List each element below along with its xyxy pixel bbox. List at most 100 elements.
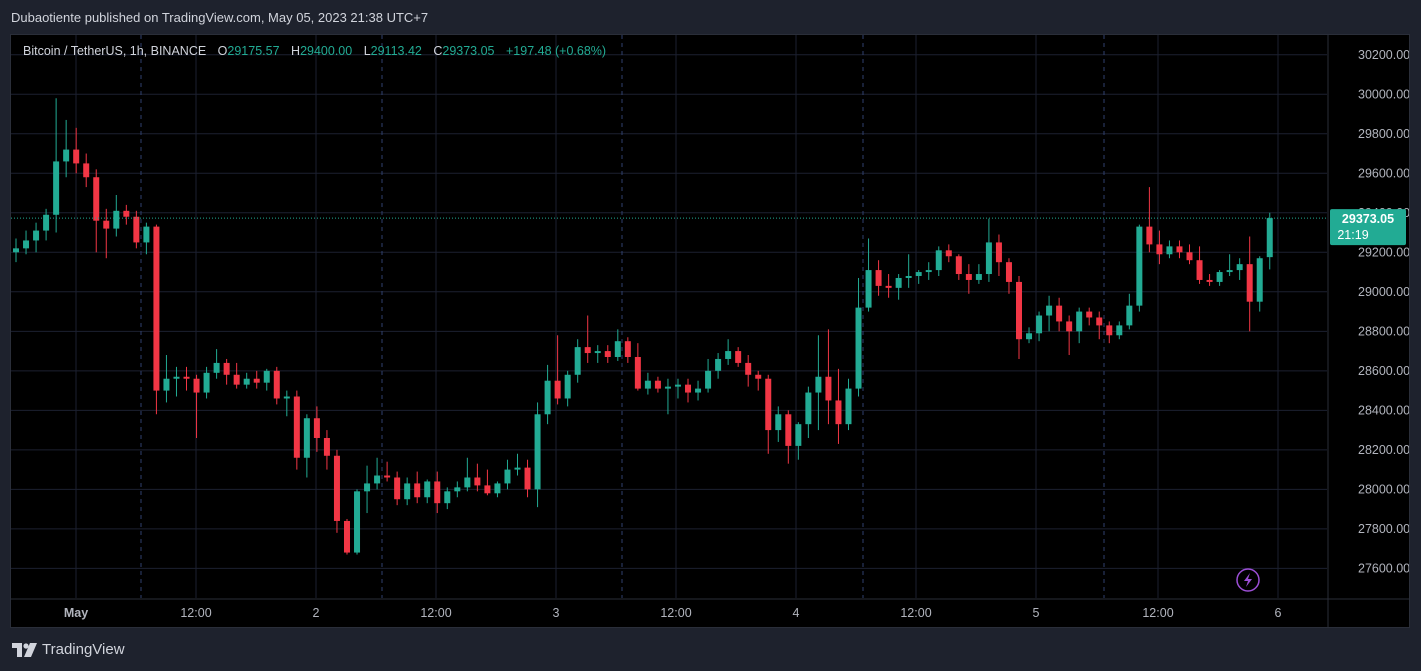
candle-down	[313, 418, 320, 438]
candle-down	[384, 475, 391, 478]
candle-up	[374, 475, 381, 484]
candle-up	[63, 149, 70, 162]
candle-down	[825, 376, 832, 401]
candle-up	[364, 483, 371, 492]
candle-up	[143, 226, 150, 243]
candle-down	[414, 483, 421, 498]
y-tick-label: 28400.00	[1358, 403, 1409, 417]
candle-up	[504, 469, 511, 484]
candle-up	[544, 380, 551, 415]
candle-down	[153, 226, 160, 391]
x-tick-label: 12:00	[660, 606, 691, 620]
candle-up	[454, 487, 461, 492]
candle-down	[755, 374, 762, 379]
candle-down	[1156, 244, 1163, 255]
candle-up	[494, 483, 501, 494]
tradingview-logo-icon	[12, 642, 37, 657]
countdown-timer: 21:19	[1337, 228, 1368, 242]
candle-up	[1036, 315, 1043, 334]
candle-up	[43, 214, 50, 231]
candle-up	[574, 347, 581, 375]
lightning-icon[interactable]	[1236, 568, 1260, 592]
candlestick-chart[interactable]: 30200.00 30000.00 29800.00 29600.00 29400.00…	[11, 35, 1409, 627]
candle-up	[424, 481, 431, 498]
candle-up	[664, 386, 671, 389]
candle-down	[1106, 325, 1113, 336]
candle-down	[875, 270, 882, 286]
candle-down	[685, 384, 692, 393]
candle-up	[33, 230, 40, 241]
candle-down	[1005, 262, 1012, 282]
candle-up	[1046, 305, 1053, 316]
y-tick-label: 29200.00	[1358, 245, 1409, 259]
y-tick-label: 28200.00	[1358, 443, 1409, 457]
x-tick-label: 2	[313, 606, 320, 620]
candle-up	[644, 380, 651, 389]
candle-up	[695, 388, 702, 393]
symbol-name[interactable]: Bitcoin / TetherUS, 1h, BINANCE	[23, 44, 207, 58]
candle-up	[283, 396, 290, 399]
candle-up	[564, 374, 571, 399]
candle-up	[23, 240, 30, 249]
candle-up	[1266, 218, 1273, 258]
candle-up	[1116, 325, 1123, 336]
candle-down	[223, 362, 230, 375]
x-tick-label: 12:00	[1142, 606, 1173, 620]
candle-down	[1176, 246, 1183, 253]
candle-down	[624, 341, 631, 357]
candle-up	[1126, 305, 1133, 326]
last-price-badge	[1330, 209, 1406, 246]
high-label: H	[291, 44, 301, 58]
candle-down	[343, 520, 350, 553]
candle-down	[83, 163, 90, 178]
candle-up	[444, 491, 451, 504]
close-label: C	[433, 44, 443, 58]
low-value: 29113.42	[370, 44, 422, 58]
footer: TradingView	[0, 628, 1421, 671]
candle-down	[253, 378, 260, 383]
candle-up	[1076, 311, 1083, 332]
candle-up	[845, 388, 852, 425]
y-tick-label: 28800.00	[1358, 324, 1409, 338]
y-tick-label: 27600.00	[1358, 561, 1409, 575]
x-tick-label: 12:00	[900, 606, 931, 620]
candle-down	[524, 467, 531, 490]
candle-down	[1056, 305, 1063, 322]
candle-up	[865, 270, 872, 308]
x-tick-label: 5	[1033, 606, 1040, 620]
candle-up	[203, 372, 210, 393]
candle-up	[53, 161, 60, 215]
candle-down	[634, 356, 641, 389]
candle-up	[975, 274, 982, 280]
candle-up	[594, 351, 601, 354]
candle-up	[795, 424, 802, 446]
candle-down	[745, 362, 752, 375]
candle-up	[895, 277, 902, 288]
candle-up	[915, 272, 922, 277]
candle-down	[1016, 281, 1022, 340]
candle-up	[815, 376, 822, 393]
tradingview-brand: TradingView	[42, 641, 125, 658]
candle-down	[1186, 252, 1193, 261]
candle-up	[925, 270, 932, 273]
candle-up	[775, 414, 782, 431]
candle-up	[1236, 264, 1243, 271]
symbol-legend: Bitcoin / TetherUS, 1h, BINANCE O29175.5…	[23, 44, 606, 58]
candle-down	[233, 374, 240, 385]
lightning-icon-ring	[1236, 568, 1260, 592]
candle-down	[1066, 321, 1073, 332]
candle-down	[293, 396, 300, 458]
chart-panel[interactable]: 30200.00 30000.00 29800.00 29600.00 29400.00…	[10, 34, 1410, 628]
candle-up	[113, 210, 120, 229]
publish-header: Dubaotiente published on TradingView.com…	[0, 0, 1421, 34]
candle-up	[1136, 226, 1143, 306]
candle-down	[995, 242, 1002, 263]
candle-up	[514, 467, 521, 470]
candle-down	[333, 455, 340, 521]
y-tick-label: 28000.00	[1358, 482, 1409, 496]
candle-down	[835, 400, 842, 425]
candle-down	[73, 149, 80, 164]
tradingview-logo[interactable]: TradingView	[12, 641, 125, 658]
published-info: Dubaotiente published on TradingView.com…	[11, 10, 429, 25]
x-tick-label: 6	[1275, 606, 1282, 620]
